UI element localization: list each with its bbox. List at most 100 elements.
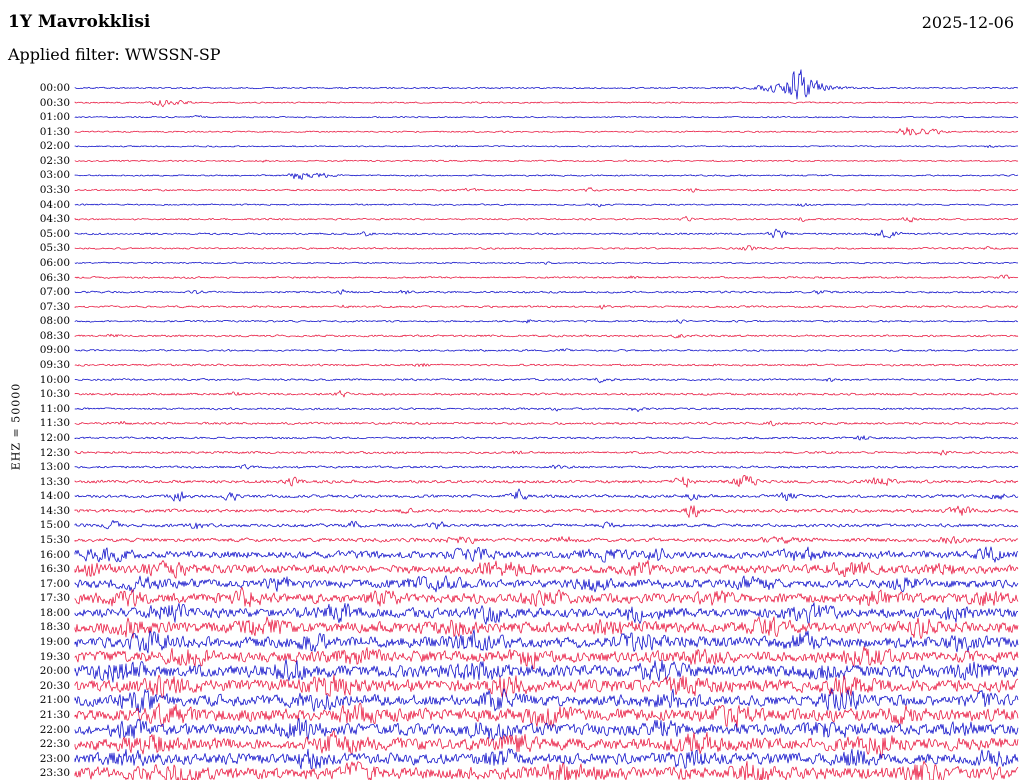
- time-label-2030: 20:30: [39, 679, 70, 692]
- trace-1400: [74, 488, 1019, 502]
- trace-2100: [74, 688, 1019, 713]
- trace-0530: [74, 245, 1019, 251]
- trace-0600: [74, 261, 1019, 265]
- time-label-0930: 09:30: [39, 359, 70, 372]
- trace-1230: [74, 449, 1019, 456]
- trace-1300: [74, 463, 1019, 470]
- time-label-0230: 02:30: [39, 154, 70, 167]
- time-label-1730: 17:30: [39, 592, 70, 605]
- trace-0400: [74, 202, 1019, 208]
- time-label-0500: 05:00: [39, 227, 70, 240]
- date-label: 2025-12-06: [921, 13, 1014, 32]
- time-label-1100: 11:00: [39, 402, 70, 415]
- time-label-0530: 05:30: [39, 242, 70, 255]
- trace-0900: [74, 348, 1019, 352]
- trace-1030: [74, 390, 1019, 398]
- time-label-2330: 23:30: [39, 767, 70, 780]
- trace-1700: [74, 575, 1019, 593]
- time-label-0730: 07:30: [39, 300, 70, 313]
- trace-1100: [74, 407, 1019, 413]
- trace-0230: [74, 159, 1019, 163]
- time-label-0430: 04:30: [39, 213, 70, 226]
- time-label-1930: 19:30: [39, 650, 70, 663]
- trace-0330: [74, 187, 1019, 193]
- trace-0800: [74, 319, 1019, 324]
- time-label-0630: 06:30: [39, 271, 70, 284]
- trace-1330: [74, 474, 1019, 488]
- time-label-1300: 13:00: [39, 461, 70, 474]
- time-label-2230: 22:30: [39, 738, 70, 751]
- trace-2130: [74, 702, 1019, 728]
- time-label-1130: 11:30: [39, 417, 70, 430]
- trace-2300: [74, 748, 1019, 770]
- trace-1730: [74, 586, 1019, 608]
- time-label-2300: 23:00: [39, 752, 70, 765]
- time-label-0300: 03:00: [39, 169, 70, 182]
- time-label-0000: 00:00: [39, 82, 70, 94]
- time-label-0200: 02:00: [39, 140, 70, 153]
- time-label-1230: 12:30: [39, 446, 70, 459]
- trace-2200: [74, 717, 1019, 742]
- time-label-2200: 22:00: [39, 723, 70, 736]
- time-label-1430: 14:30: [39, 504, 70, 517]
- time-label-0400: 04:00: [39, 198, 70, 211]
- trace-1200: [74, 435, 1019, 441]
- trace-0500: [74, 228, 1019, 239]
- time-label-0830: 08:30: [39, 329, 70, 342]
- trace-1430: [74, 505, 1019, 518]
- time-label-1530: 15:30: [39, 533, 70, 546]
- trace-2030: [74, 674, 1019, 699]
- trace-2230: [74, 730, 1019, 759]
- time-label-1400: 14:00: [39, 490, 70, 503]
- time-label-2000: 20:00: [39, 665, 70, 678]
- trace-0000: [74, 69, 1019, 100]
- trace-0130: [74, 127, 1019, 136]
- time-label-1900: 19:00: [39, 636, 70, 649]
- time-label-1000: 10:00: [39, 373, 70, 386]
- time-label-0130: 01:30: [39, 125, 70, 138]
- trace-1000: [74, 377, 1019, 384]
- station-title: 1Y Mavrokklisi: [8, 12, 151, 32]
- trace-1500: [74, 520, 1019, 530]
- time-label-2100: 21:00: [39, 694, 70, 707]
- time-label-1330: 13:30: [39, 475, 70, 488]
- time-label-0030: 00:30: [39, 96, 70, 109]
- trace-0430: [74, 215, 1019, 223]
- trace-1630: [74, 559, 1019, 579]
- time-label-1030: 10:30: [39, 388, 70, 401]
- time-label-2130: 21:30: [39, 708, 70, 721]
- time-label-1800: 18:00: [39, 606, 70, 619]
- time-label-1700: 17:00: [39, 577, 70, 590]
- time-label-0800: 08:00: [39, 315, 70, 328]
- time-label-0900: 09:00: [39, 344, 70, 357]
- trace-0630: [74, 274, 1019, 280]
- time-label-0100: 01:00: [39, 111, 70, 124]
- trace-1530: [74, 536, 1019, 545]
- time-label-1500: 15:00: [39, 519, 70, 532]
- time-label-0700: 07:00: [39, 286, 70, 299]
- time-label-1630: 16:30: [39, 563, 70, 576]
- trace-1830: [74, 616, 1019, 640]
- trace-1900: [74, 629, 1019, 654]
- time-label-1600: 16:00: [39, 548, 70, 561]
- trace-1130: [74, 420, 1019, 427]
- filter-label: Applied filter: WWSSN-SP: [8, 45, 221, 64]
- trace-1930: [74, 646, 1019, 670]
- time-label-1830: 18:30: [39, 621, 70, 634]
- trace-0830: [74, 333, 1019, 339]
- trace-2000: [74, 658, 1019, 683]
- trace-0300: [74, 172, 1019, 180]
- time-label-0600: 06:00: [39, 256, 70, 269]
- trace-0930: [74, 363, 1019, 367]
- trace-0200: [74, 144, 1019, 148]
- trace-1800: [74, 602, 1019, 625]
- trace-0100: [74, 115, 1019, 119]
- time-label-0330: 03:30: [39, 184, 70, 197]
- trace-0030: [74, 99, 1019, 108]
- time-label-1200: 12:00: [39, 431, 70, 444]
- trace-0700: [74, 289, 1019, 295]
- trace-0730: [74, 304, 1019, 310]
